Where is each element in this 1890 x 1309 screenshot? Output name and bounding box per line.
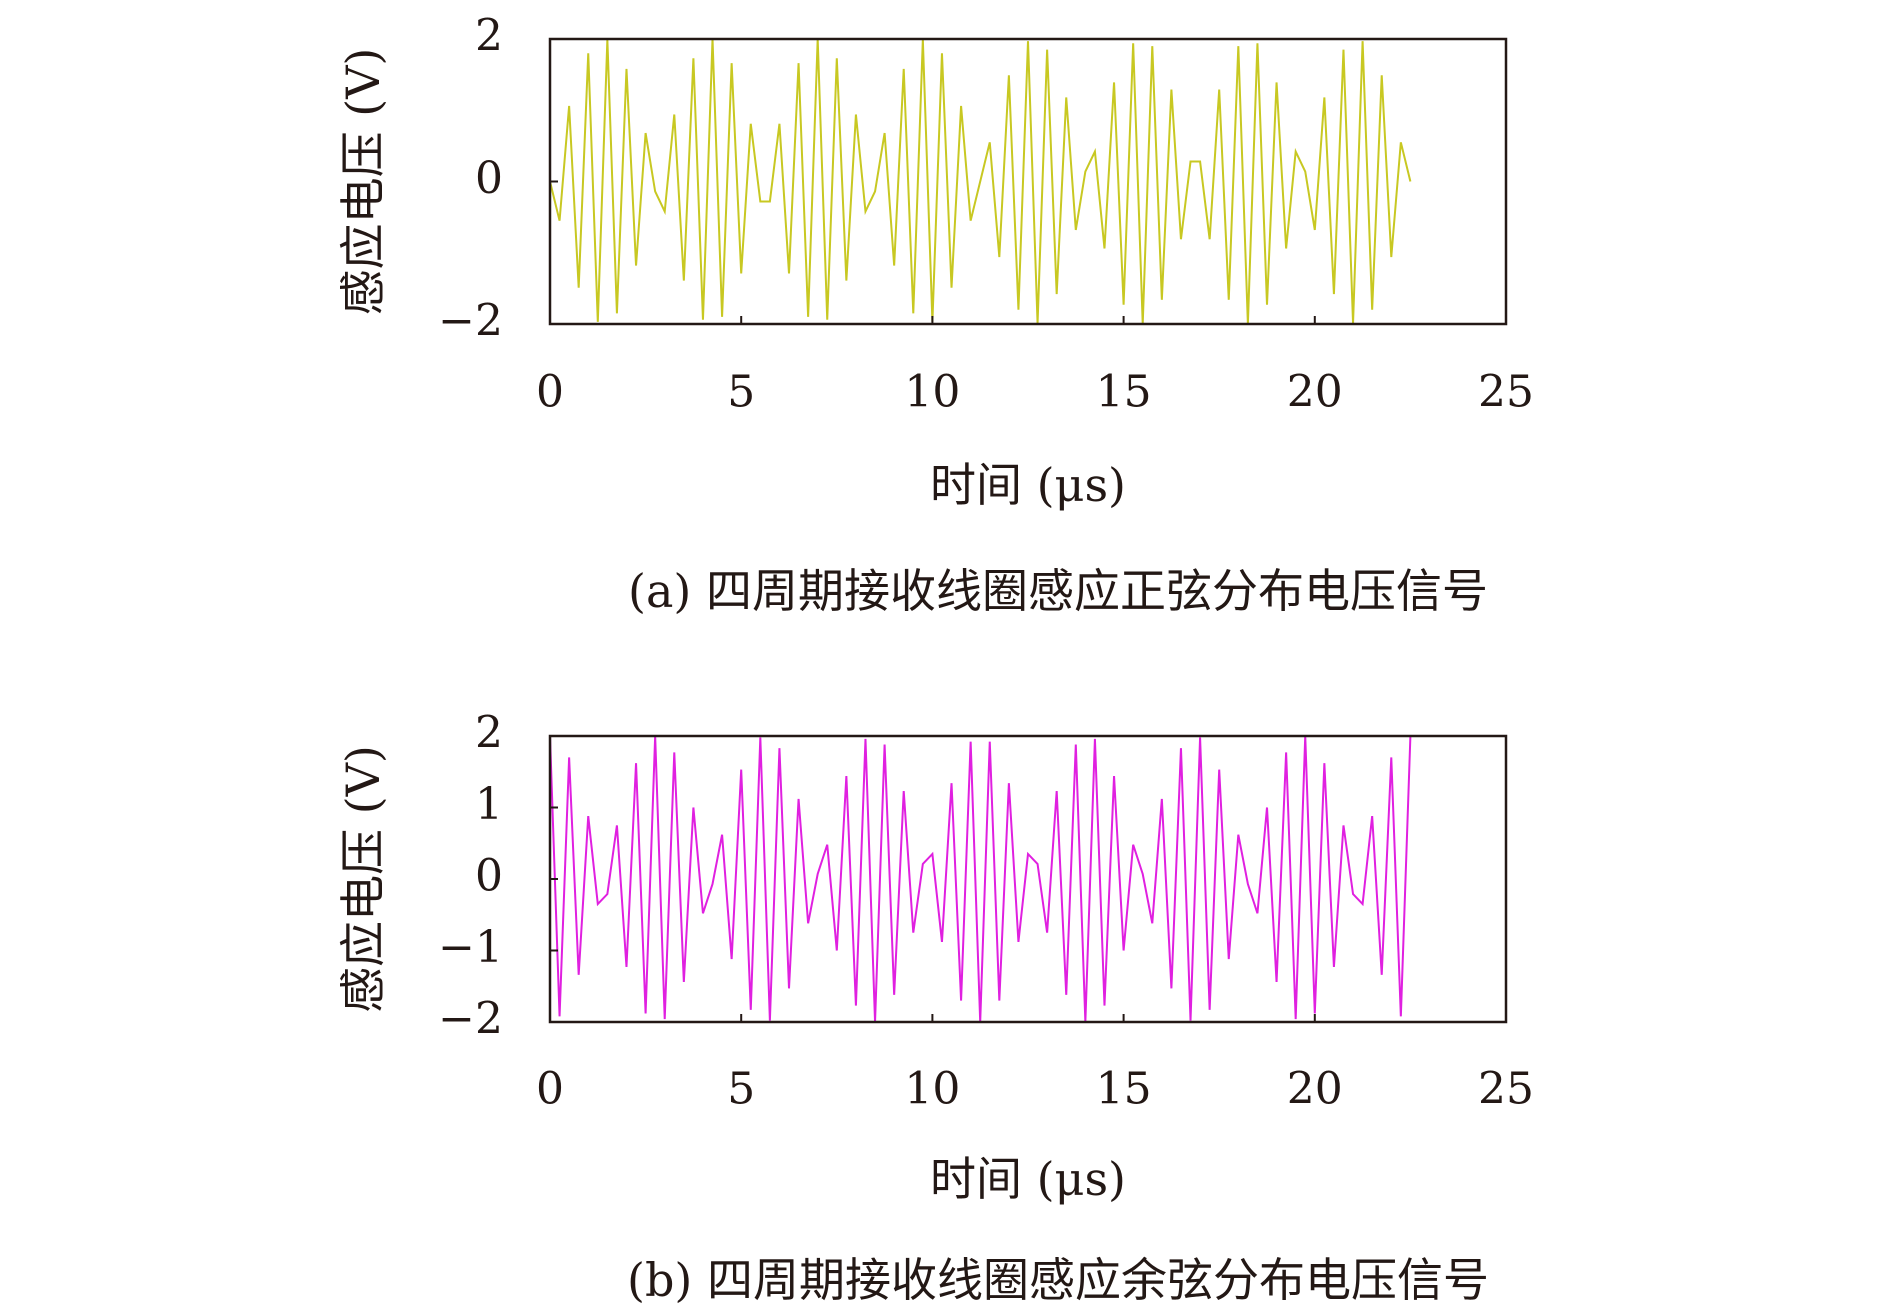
y-axis-label: 感应电压 (V)	[336, 48, 390, 316]
y-tick-label: −1	[438, 922, 503, 973]
x-tick-label: 0	[536, 367, 564, 418]
y-tick-label: 0	[475, 851, 503, 902]
y-tick-label: 2	[475, 11, 503, 62]
y-tick-label: 1	[475, 779, 503, 830]
y-tick-label: 0	[475, 153, 503, 204]
y-axis-label: 感应电压 (V)	[336, 745, 390, 1013]
signal-line	[549, 38, 1412, 325]
x-tick-label: 15	[1096, 367, 1152, 418]
x-tick-label: 5	[727, 367, 755, 418]
x-tick-label: 25	[1478, 1064, 1534, 1115]
signal-line	[549, 735, 1412, 1023]
x-tick-label: 20	[1287, 1064, 1343, 1115]
x-tick-label: 15	[1096, 1064, 1152, 1115]
y-tick-label: 2	[475, 708, 503, 759]
x-tick-label: 25	[1478, 367, 1534, 418]
x-tick-label: 0	[536, 1064, 564, 1115]
x-tick-label: 10	[904, 1064, 960, 1115]
x-tick-label: 10	[904, 367, 960, 418]
plot-frame	[548, 734, 1508, 1024]
caption: (b) 四周期接收线圈感应余弦分布电压信号	[627, 1253, 1489, 1307]
y-tick-label: −2	[438, 994, 503, 1045]
y-tick-label: −2	[438, 296, 503, 347]
x-tick-label: 20	[1287, 367, 1343, 418]
x-tick-label: 5	[727, 1064, 755, 1115]
caption: (a) 四周期接收线圈感应正弦分布电压信号	[628, 564, 1488, 618]
x-axis-label: 时间 (μs)	[930, 1152, 1126, 1206]
x-axis-label: 时间 (μs)	[930, 458, 1126, 512]
